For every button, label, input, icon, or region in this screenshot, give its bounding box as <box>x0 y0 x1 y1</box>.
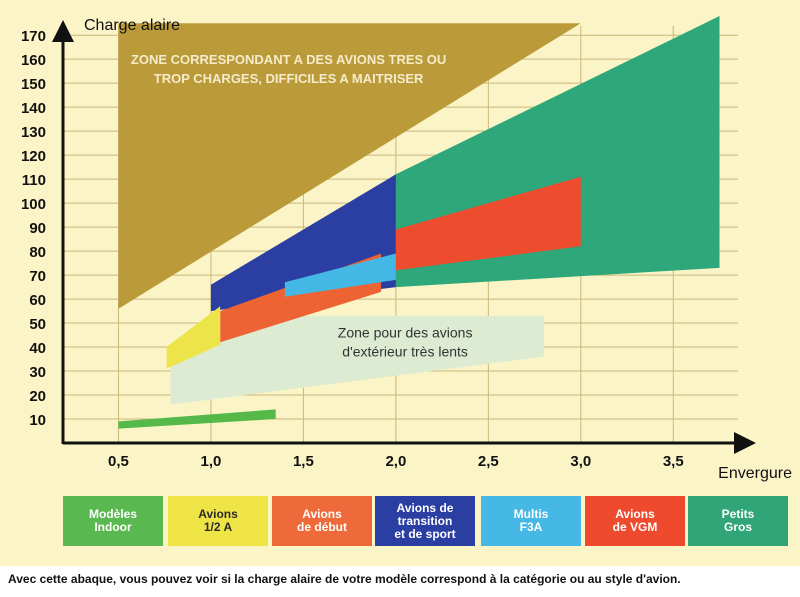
y-tick-label: 130 <box>21 124 46 141</box>
zone-label-slow-outdoor: d'extérieur très lents <box>342 343 468 359</box>
y-tick-label: 20 <box>29 388 46 405</box>
zones <box>118 16 720 429</box>
legend-item: Petits Gros <box>688 496 788 546</box>
y-tick-label: 160 <box>21 52 46 69</box>
legend-item: Avions de début <box>272 496 372 546</box>
zone-label-too-heavy: ZONE CORRESPONDANT A DES AVIONS TRES OU <box>131 52 446 67</box>
legend-item: Avions 1/2 A <box>168 496 268 546</box>
legend-item: Multis F3A <box>481 496 581 546</box>
y-tick-label: 140 <box>21 100 46 117</box>
x-axis-title: Envergure <box>718 465 792 482</box>
x-tick-label: 2,0 <box>385 453 406 470</box>
zone-half-a <box>166 306 221 369</box>
x-tick-label: 3,0 <box>570 453 591 470</box>
y-tick-label: 100 <box>21 196 46 213</box>
y-tick-label: 80 <box>29 244 46 261</box>
x-tick-label: 0,5 <box>108 453 129 470</box>
y-tick-label: 30 <box>29 364 46 381</box>
zone-vgm <box>395 176 581 271</box>
y-tick-label: 110 <box>22 172 46 189</box>
y-axis-arrow <box>52 20 74 42</box>
y-tick-label: 40 <box>29 340 46 357</box>
y-tick-label: 90 <box>29 220 46 237</box>
caption: Avec cette abaque, vous pouvez voir si l… <box>8 572 681 586</box>
y-tick-label: 70 <box>29 268 46 285</box>
caption-band: Avec cette abaque, vous pouvez voir si l… <box>0 566 800 597</box>
zone-f3a <box>284 253 396 297</box>
y-tick-label: 10 <box>29 412 46 429</box>
zone-indoor <box>118 409 276 429</box>
y-tick-label: 170 <box>21 28 46 45</box>
y-tick-label: 150 <box>21 76 46 93</box>
legend: Modèles Indoor Avions 1/2 A Avions de débu… <box>0 496 800 562</box>
legend-item: Modèles Indoor <box>63 496 163 546</box>
chart: ZONE CORRESPONDANT A DES AVIONS TRES OU T… <box>21 16 792 482</box>
legend-item: Avions de transition et de sport <box>375 496 475 546</box>
y-axis-title: Charge alaire <box>84 17 180 34</box>
x-tick-label: 3,5 <box>663 453 684 470</box>
zone-label-slow-outdoor: Zone pour des avions <box>338 324 473 340</box>
zone-too-heavy <box>118 23 581 309</box>
x-tick-label: 1,0 <box>201 453 222 470</box>
x-tick-label: 2,5 <box>478 453 499 470</box>
axes <box>52 20 756 454</box>
zone-labels: ZONE CORRESPONDANT A DES AVIONS TRES OU T… <box>131 52 473 359</box>
tick-labels: 10 20 30 40 50 60 70 80 90 100 110 120 130 140 150 160 1… <box>21 28 684 470</box>
y-tick-label: 60 <box>29 292 46 309</box>
x-tick-label: 1,5 <box>293 453 314 470</box>
legend-item: Avions de VGM <box>585 496 685 546</box>
y-tick-label: 120 <box>21 148 46 165</box>
zone-slow-outdoor <box>170 315 544 405</box>
y-tick-label: 50 <box>29 316 46 333</box>
zone-label-too-heavy: TROP CHARGES, DIFFICILES A MAITRISER <box>154 71 424 86</box>
x-axis-arrow <box>734 432 756 454</box>
